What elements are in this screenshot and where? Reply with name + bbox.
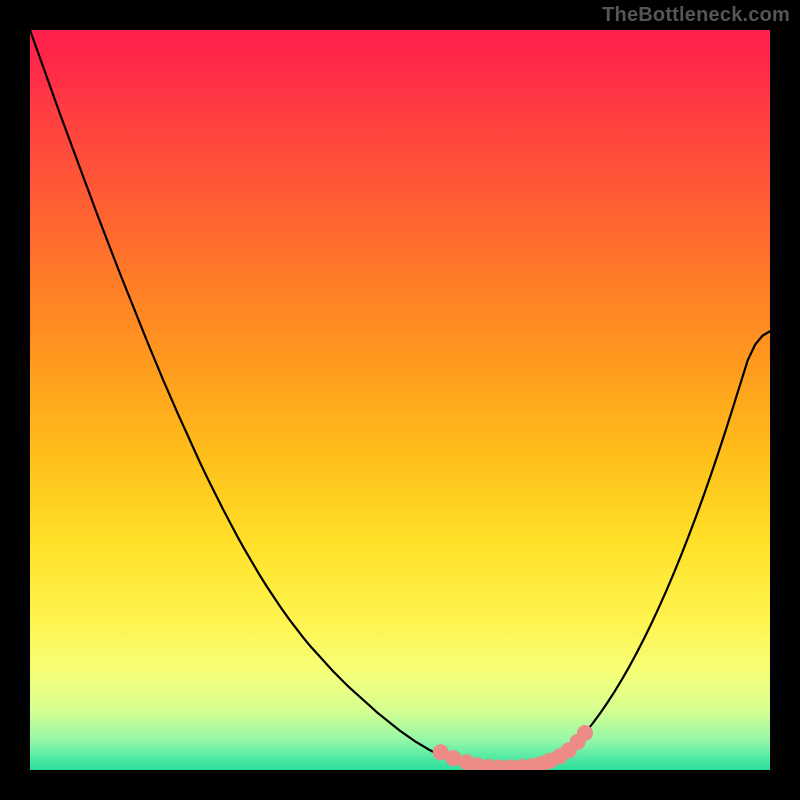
bottleneck-chart bbox=[0, 0, 800, 800]
curve-marker bbox=[578, 726, 593, 741]
curve-marker bbox=[446, 751, 461, 766]
chart-stage: TheBottleneck.com bbox=[0, 0, 800, 800]
plot-background bbox=[30, 30, 770, 770]
